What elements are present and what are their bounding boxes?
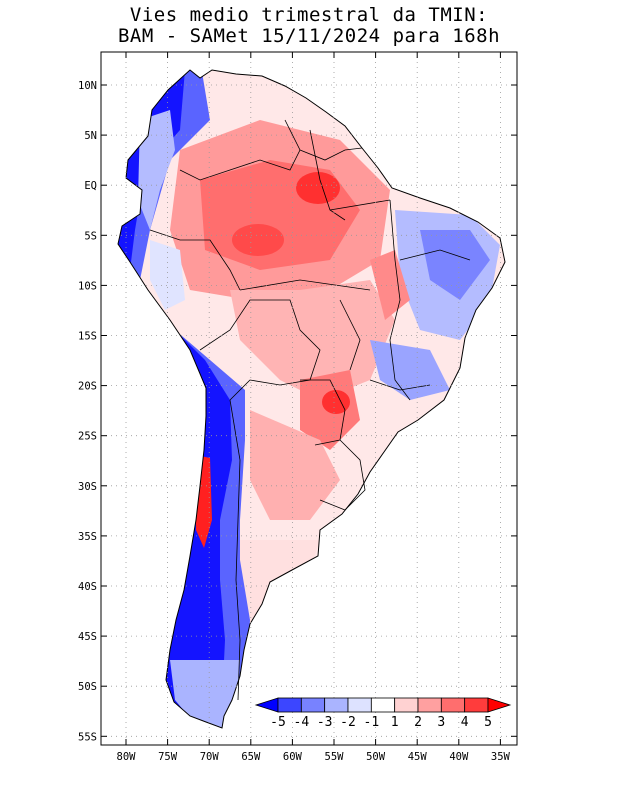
colorbar-label: -1 [364, 715, 380, 730]
state-border-4 [239, 279, 371, 291]
colorbar-high-arrow [487, 697, 512, 713]
lat-label: 20S [78, 381, 97, 393]
east-warm-strip [370, 250, 410, 320]
graticule [101, 52, 517, 745]
northeast-cool-core [420, 230, 490, 300]
state-border-3 [399, 249, 471, 261]
border-paraguay [300, 379, 346, 446]
central-warm-region [230, 280, 395, 400]
colorbar-label: 5 [484, 715, 492, 730]
colorbar-label: 4 [461, 715, 469, 730]
lat-label: 30S [78, 481, 97, 493]
colorbar-label: -5 [270, 715, 286, 730]
colorbar-label: 3 [437, 715, 445, 730]
colorbar-label: -3 [317, 715, 333, 730]
lat-label: EQ [84, 180, 97, 192]
lat-label: 15S [78, 331, 97, 343]
lon-label: 40W [449, 751, 469, 763]
lon-label: 50W [366, 751, 386, 763]
lat-label: 25S [78, 431, 97, 443]
colorbar-segment [347, 697, 372, 713]
longitude-axis: 80W 75W 70W 65W 60W 55W 50W 45W 40W 35W [117, 52, 511, 763]
peru-pale [150, 240, 185, 310]
lat-label: 55S [78, 731, 97, 743]
lon-label: 65W [241, 751, 261, 763]
border-peru-brazil [149, 229, 241, 291]
tierra-del-fuego-cool [170, 660, 240, 728]
lat-label: 50S [78, 681, 97, 693]
border-chile-argentina [229, 399, 241, 701]
colorbar-segment [277, 697, 302, 713]
border-bolivia [199, 299, 321, 401]
border-guianas [299, 147, 363, 161]
lon-label: 75W [158, 751, 178, 763]
lon-label: 70W [200, 751, 220, 763]
map-title-line-1: Vies medio trimestral da TMIN: [129, 4, 489, 26]
colorbar-label: -2 [340, 715, 356, 730]
state-border-6 [369, 379, 431, 391]
lat-label: 35S [78, 531, 97, 543]
border-uruguay [319, 439, 366, 511]
lat-label: 5N [84, 130, 97, 142]
lat-label: 5S [84, 230, 97, 242]
colorbar: -5 -4 -3 -2 -1 1 2 3 4 5 [254, 697, 512, 730]
lat-label: 40S [78, 581, 97, 593]
lon-label: 35W [491, 751, 511, 763]
state-border-5 [339, 299, 361, 371]
amazon-hot-spot [296, 172, 340, 204]
state-border-1 [329, 199, 391, 211]
colorbar-label: -4 [294, 715, 310, 730]
lon-label: 60W [283, 751, 303, 763]
country-borders [149, 119, 471, 701]
lon-label: 80W [117, 751, 137, 763]
colorbar-segment [394, 697, 419, 713]
lat-label: 45S [78, 631, 97, 643]
argentina-warm [250, 410, 340, 520]
colorbar-segment [300, 697, 326, 713]
colorbar-segment [324, 697, 349, 713]
colorbar-segment [440, 697, 466, 713]
lat-label: 10S [78, 280, 97, 292]
amazon-hot-spot-2 [232, 224, 284, 256]
lat-label: 10N [78, 80, 97, 92]
lon-label: 45W [408, 751, 428, 763]
paraguay-hot-spot [322, 390, 350, 414]
lon-label: 55W [325, 751, 345, 763]
colorbar-segment [464, 697, 489, 713]
border-brazil-states-north [309, 129, 346, 221]
colombia-cool-pale [138, 110, 175, 230]
colorbar-label: 1 [391, 715, 399, 730]
latitude-axis: 10N 5N EQ 5S 10S 15S 20S 25S 30S 35S 40S 45S 50S 55S [78, 80, 517, 743]
map-title-line-2: BAM - SAMet 15/11/2024 para 168h [117, 25, 501, 47]
colorbar-segment [370, 697, 396, 713]
colorbar-label: 2 [414, 715, 422, 730]
state-border-2 [389, 199, 411, 401]
colorbar-segment [417, 697, 442, 713]
coastline [117, 69, 506, 729]
